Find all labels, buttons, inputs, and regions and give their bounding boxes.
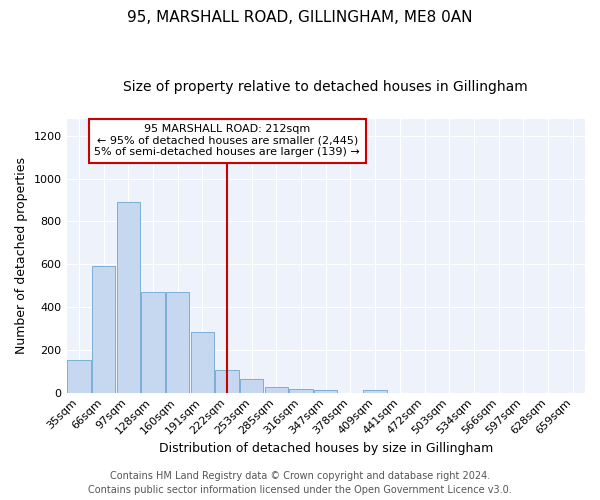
Bar <box>191 332 214 392</box>
X-axis label: Distribution of detached houses by size in Gillingham: Distribution of detached houses by size … <box>158 442 493 455</box>
Bar <box>289 389 313 392</box>
Bar <box>116 202 140 392</box>
Bar <box>166 292 190 392</box>
Y-axis label: Number of detached properties: Number of detached properties <box>15 157 28 354</box>
Text: 95 MARSHALL ROAD: 212sqm
← 95% of detached houses are smaller (2,445)
5% of semi: 95 MARSHALL ROAD: 212sqm ← 95% of detach… <box>94 124 360 158</box>
Text: Contains HM Land Registry data © Crown copyright and database right 2024.
Contai: Contains HM Land Registry data © Crown c… <box>88 471 512 495</box>
Bar <box>141 292 164 392</box>
Bar <box>92 266 115 392</box>
Text: 95, MARSHALL ROAD, GILLINGHAM, ME8 0AN: 95, MARSHALL ROAD, GILLINGHAM, ME8 0AN <box>127 10 473 25</box>
Bar <box>314 390 337 392</box>
Bar <box>215 370 239 392</box>
Title: Size of property relative to detached houses in Gillingham: Size of property relative to detached ho… <box>124 80 528 94</box>
Bar <box>67 360 91 392</box>
Bar <box>364 390 387 392</box>
Bar <box>265 386 288 392</box>
Bar <box>240 379 263 392</box>
